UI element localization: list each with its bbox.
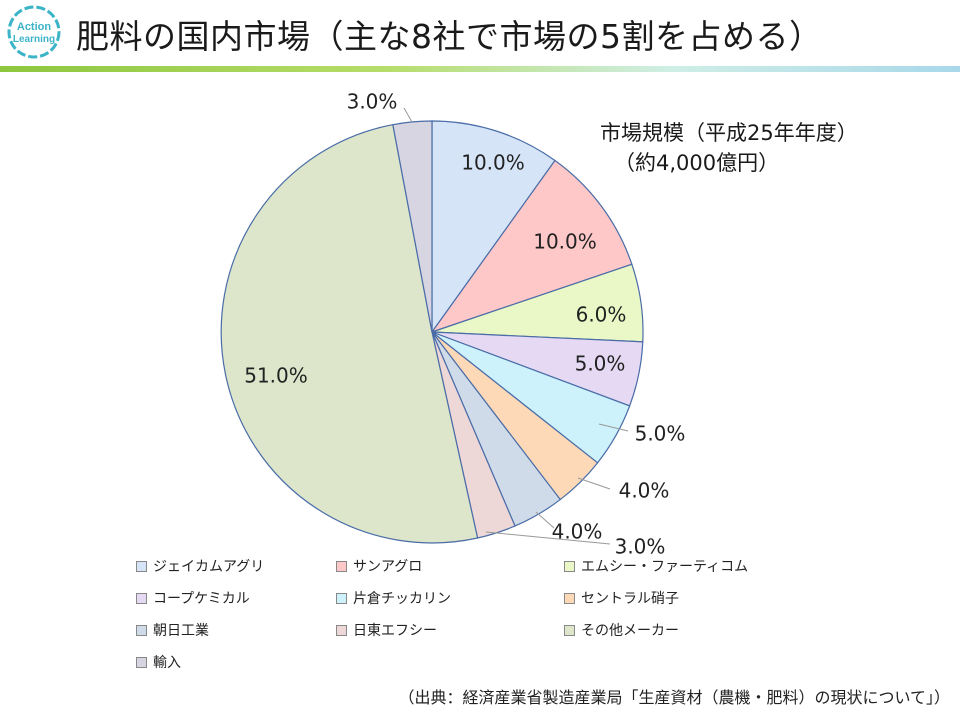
legend-swatch <box>336 624 347 636</box>
legend-swatch <box>564 592 575 604</box>
leader-line-5 <box>598 423 629 432</box>
legend-label: 朝日工業 <box>153 623 209 639</box>
leader-line-7 <box>535 511 555 529</box>
leader-line-8 <box>485 531 611 545</box>
action-learning-logo: Action Learning <box>7 5 61 59</box>
market-size-annotation: 市場規模（平成25年年度） （約4,000億円） <box>600 118 858 178</box>
legend-swatch <box>136 592 147 604</box>
market-size-line1: 市場規模（平成25年年度） <box>600 121 858 145</box>
pie-slice-2 <box>430 159 633 334</box>
pie-slice-1 <box>431 120 556 334</box>
data-label-9: 51.0% <box>244 364 308 388</box>
legend-swatch <box>136 656 147 668</box>
logo-text-action: Action <box>17 21 52 33</box>
legend-item-5: 片倉チッカリン <box>336 588 451 608</box>
legend-item-1: ジェイカムアグリ <box>136 556 264 576</box>
legend-item-8: 日東エフシー <box>336 620 437 640</box>
legend-swatch <box>336 592 347 604</box>
pie-slice-9 <box>220 123 479 544</box>
legend-label: エムシー・ファーティコム <box>581 559 749 575</box>
data-label-7: 4.0% <box>552 520 603 544</box>
legend-item-7: 朝日工業 <box>136 620 209 640</box>
logo-text-learning: Learning <box>13 34 55 45</box>
legend-label: 日東エフシー <box>353 623 437 639</box>
legend-swatch <box>564 560 575 572</box>
legend-item-6: セントラル硝子 <box>564 588 679 608</box>
page-title: 肥料の国内市場（主な8社で市場の5割を占める） <box>76 17 823 56</box>
legend-label: 輸入 <box>153 655 181 671</box>
legend-item-10: 輸入 <box>136 652 181 672</box>
pie-slice-10 <box>392 120 433 333</box>
source-citation: （出典：経済産業省製造産業局「生産資材（農機・肥料）の現状について」） <box>398 688 950 707</box>
legend-swatch <box>136 560 147 572</box>
data-label-8: 3.0% <box>615 535 666 559</box>
leader-line-10 <box>403 107 413 123</box>
legend-item-4: コープケミカル <box>136 588 250 608</box>
data-label-5: 5.0% <box>635 422 686 446</box>
data-label-2: 10.0% <box>533 230 597 254</box>
legend-swatch <box>336 560 347 572</box>
legend-label: ジェイカムアグリ <box>153 559 265 575</box>
market-size-line2: （約4,000億円） <box>614 151 780 175</box>
legend-item-2: サンアグロ <box>336 556 422 576</box>
leader-line-6 <box>577 477 611 490</box>
legend-item-9: その他メーカー <box>564 620 679 640</box>
title-underline-bar <box>0 66 960 72</box>
legend-swatch <box>564 624 575 636</box>
legend-label: コープケミカル <box>153 591 250 607</box>
data-label-10: 3.0% <box>347 90 398 114</box>
data-label-1: 10.0% <box>461 151 525 175</box>
legend-swatch <box>136 624 147 636</box>
legend-label: その他メーカー <box>581 623 679 639</box>
data-label-3: 6.0% <box>576 303 627 327</box>
legend-item-3: エムシー・ファーティコム <box>564 556 748 576</box>
legend-label: 片倉チッカリン <box>353 591 451 607</box>
data-label-6: 4.0% <box>619 479 670 503</box>
legend-label: セントラル硝子 <box>581 591 679 607</box>
data-label-4: 5.0% <box>575 352 626 376</box>
legend-label: サンアグロ <box>353 559 423 575</box>
